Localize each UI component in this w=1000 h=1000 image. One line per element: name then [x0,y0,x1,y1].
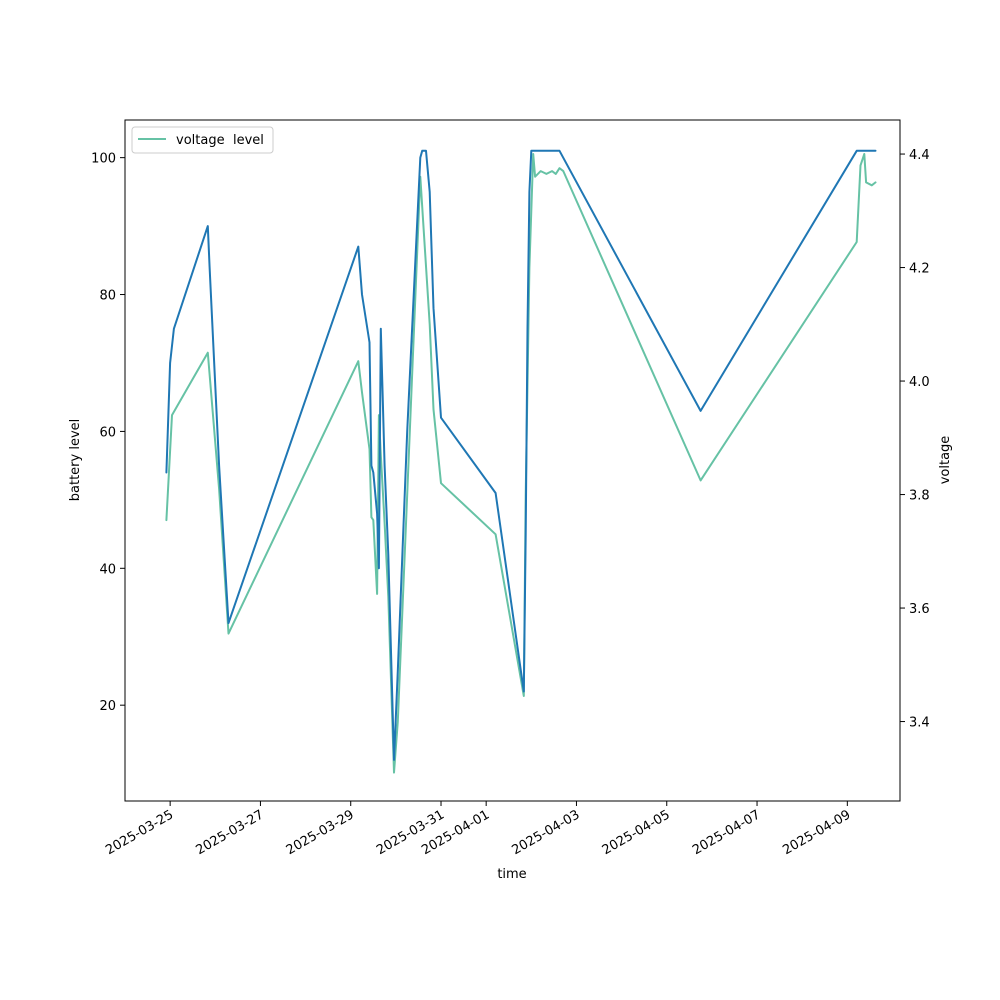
series-line-voltage [165,153,877,774]
y-left-tick-label: 20 [99,699,116,714]
y-right-tick-label: 4.0 [909,375,930,390]
x-axis-label: time [497,867,526,882]
y-right-tick-label: 3.4 [909,716,930,731]
legend-box [131,126,274,154]
y-right-tick-label: 4.2 [909,262,930,277]
series-line-level [165,149,877,761]
series-layer [165,149,877,774]
plot-frame [124,119,901,802]
y-left-tick-label: 60 [99,425,116,440]
y-left-tick-label: 100 [91,152,116,167]
legend: voltage level [131,126,274,154]
legend-label-voltage: voltage [176,133,225,148]
y-left-tick-label: 80 [99,289,116,304]
y-right-tick-label: 4.4 [909,148,930,163]
y-axis-left-label: battery level [68,419,83,502]
y-right-tick-label: 3.8 [909,489,930,504]
y-left-tick-label: 40 [99,562,116,577]
y-right-tick-label: 3.6 [909,602,930,617]
legend-label-level: level [233,133,264,148]
y-axis-right-label: voltage [938,436,953,485]
